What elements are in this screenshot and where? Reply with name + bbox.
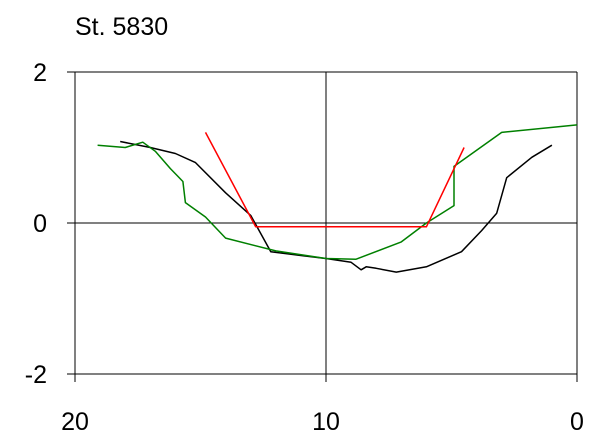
- grid-lines: [67, 71, 578, 382]
- y-tick-label: 0: [33, 210, 47, 238]
- series-line-1: [120, 140, 553, 273]
- series-lines: [97, 124, 578, 273]
- series-line-2: [97, 124, 578, 260]
- x-tick-label: 0: [570, 408, 584, 436]
- y-tick-label: -2: [25, 361, 47, 389]
- x-tick-label: 10: [312, 408, 340, 436]
- series-line-3: [204, 132, 465, 228]
- y-tick-label: 2: [33, 59, 47, 87]
- chart-title: St. 5830: [75, 13, 168, 41]
- tick-labels: 20 10 020-2: [25, 59, 584, 436]
- x-tick-label: 20: [61, 408, 89, 436]
